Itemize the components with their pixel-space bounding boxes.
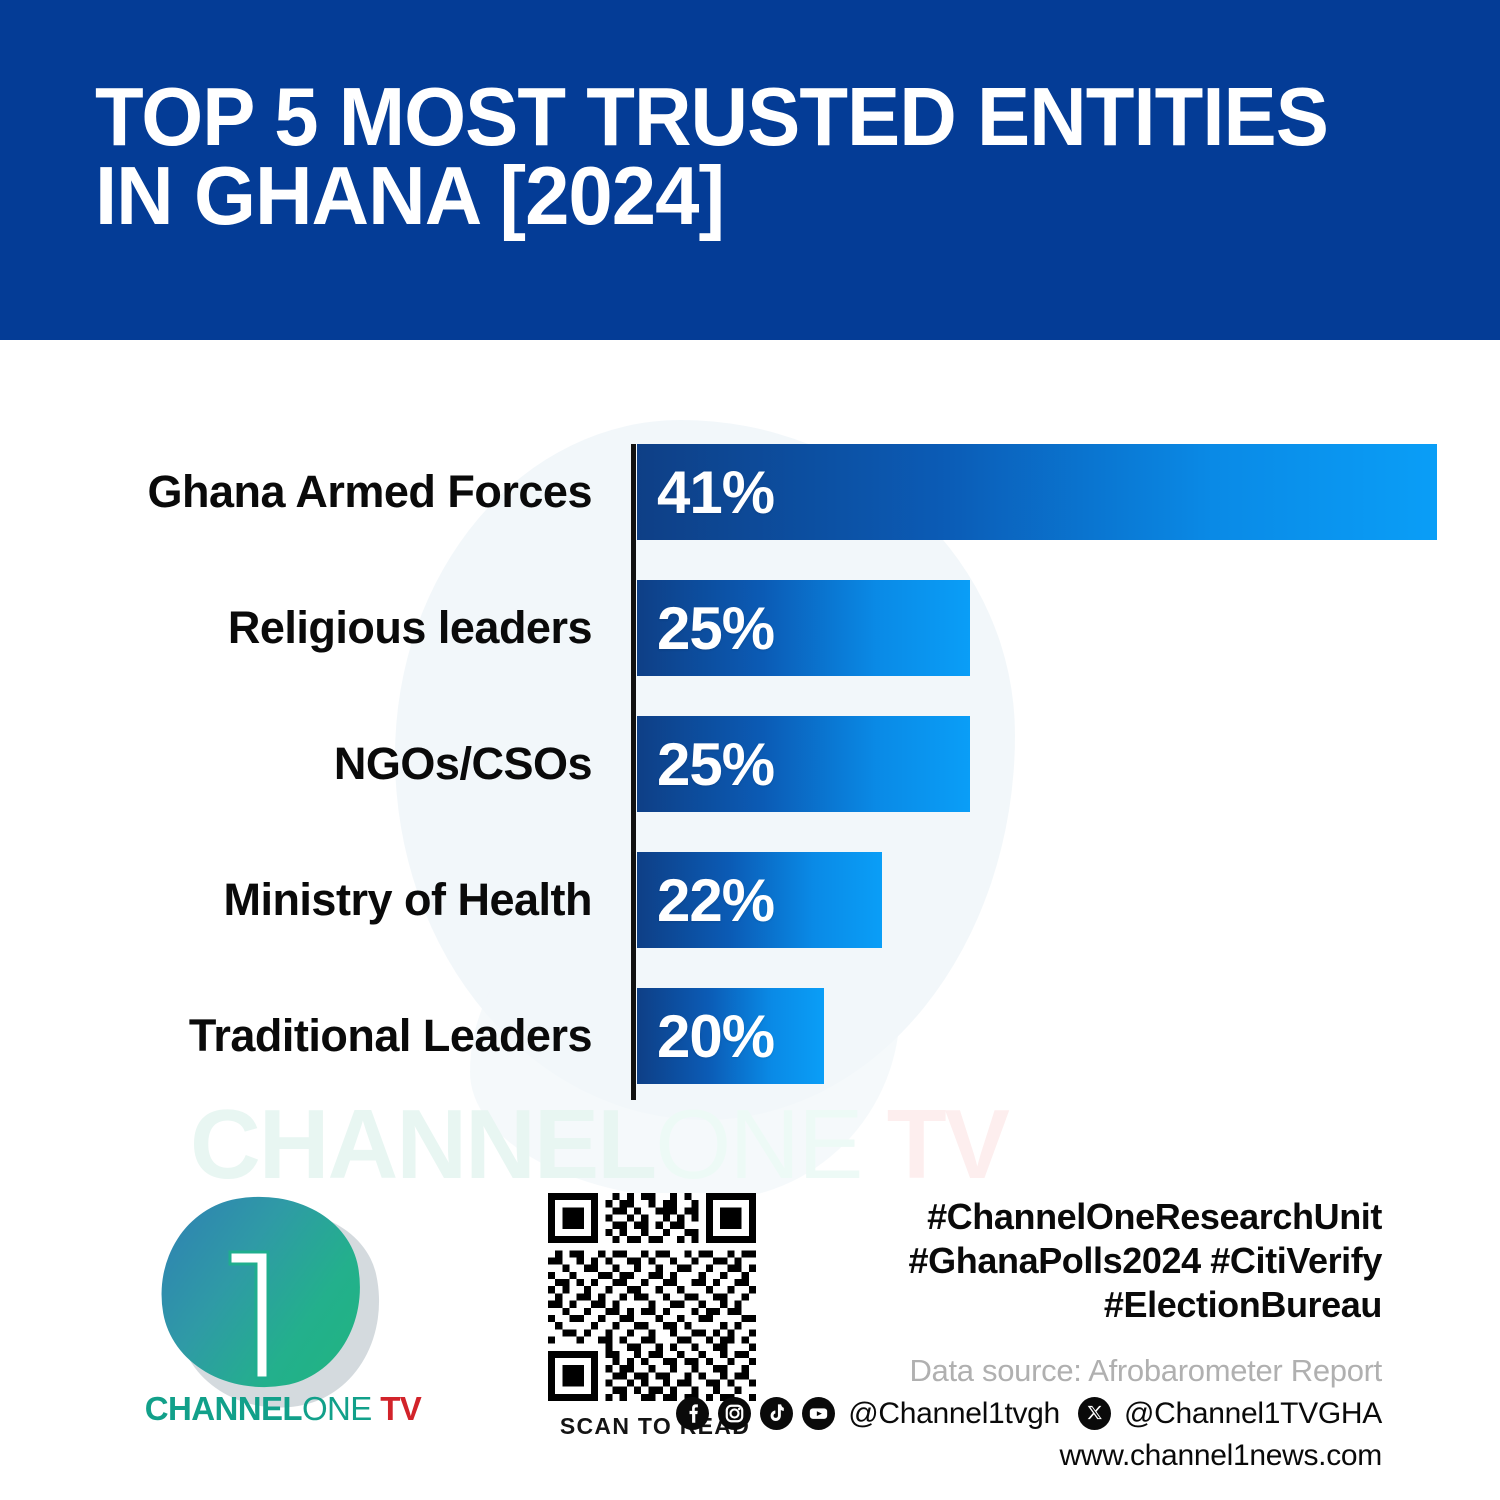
- bar-category-label: Ghana Armed Forces: [147, 466, 593, 517]
- social-links: @Channel1tvgh @Channel1TVGHA: [676, 1396, 1382, 1431]
- qr-code-icon[interactable]: [548, 1193, 756, 1401]
- bar: 20%: [637, 988, 824, 1084]
- bar-value-label: 22%: [657, 866, 775, 934]
- social-handle: @Channel1tvgh: [848, 1396, 1060, 1430]
- logo-numeral-one-icon: [228, 1250, 270, 1380]
- youtube-icon[interactable]: [802, 1397, 836, 1431]
- logo-text-one: ONE: [301, 1390, 372, 1427]
- bar-chart: Ghana Armed Forces 41% Religious leaders…: [0, 410, 1500, 1110]
- hashtags: #ChannelOneResearchUnit #GhanaPolls2024 …: [908, 1196, 1383, 1325]
- logo-text-channel: CHANNEL: [144, 1390, 303, 1427]
- bar: 25%: [637, 716, 970, 812]
- data-source: Data source: Afrobarometer Report: [909, 1352, 1382, 1388]
- instagram-icon[interactable]: [718, 1397, 752, 1431]
- bar-value-label: 25%: [657, 730, 775, 798]
- bar-category-label: Traditional Leaders: [188, 1010, 593, 1061]
- tiktok-icon[interactable]: [760, 1397, 794, 1431]
- bar: 25%: [637, 580, 970, 676]
- footer-info: #ChannelOneResearchUnit #GhanaPolls2024 …: [676, 1195, 1383, 1473]
- header-banner: TOP 5 MOST TRUSTED ENTITIES IN GHANA [20…: [0, 0, 1500, 340]
- channel-one-logo: CHANNELONE TV: [118, 1180, 448, 1440]
- chart-row: Traditional Leaders 20%: [0, 988, 1500, 1084]
- logo-wordmark: CHANNELONE TV: [118, 1390, 448, 1428]
- chart-row: Ghana Armed Forces 41%: [0, 444, 1500, 540]
- chart-axis-line: [631, 444, 636, 1100]
- bar: 22%: [637, 852, 882, 948]
- chart-row: NGOs/CSOs 25%: [0, 716, 1500, 812]
- page-title: TOP 5 MOST TRUSTED ENTITIES IN GHANA [20…: [95, 70, 1329, 242]
- bar-value-label: 20%: [657, 1002, 775, 1070]
- x-handle: @Channel1TVGHA: [1123, 1396, 1382, 1430]
- bar-category-label: NGOs/CSOs: [333, 738, 593, 789]
- logo-text-tv: TV: [371, 1390, 422, 1427]
- bar: 41%: [637, 444, 1437, 540]
- bar-value-label: 41%: [657, 458, 775, 526]
- x-twitter-icon[interactable]: [1077, 1397, 1111, 1431]
- footer: CHANNELONE TV: [0, 1175, 1500, 1500]
- chart-row: Ministry of Health 22%: [0, 852, 1500, 948]
- facebook-icon[interactable]: [676, 1397, 710, 1431]
- bar-value-label: 25%: [657, 594, 775, 662]
- bar-category-label: Religious leaders: [227, 602, 593, 653]
- website-url: www.channel1news.com: [1059, 1438, 1383, 1472]
- chart-row: Religious leaders 25%: [0, 580, 1500, 676]
- qr-section: SCAN TO READ: [548, 1193, 762, 1440]
- qr-caption: SCAN TO READ: [559, 1413, 751, 1439]
- bar-category-label: Ministry of Health: [223, 874, 592, 925]
